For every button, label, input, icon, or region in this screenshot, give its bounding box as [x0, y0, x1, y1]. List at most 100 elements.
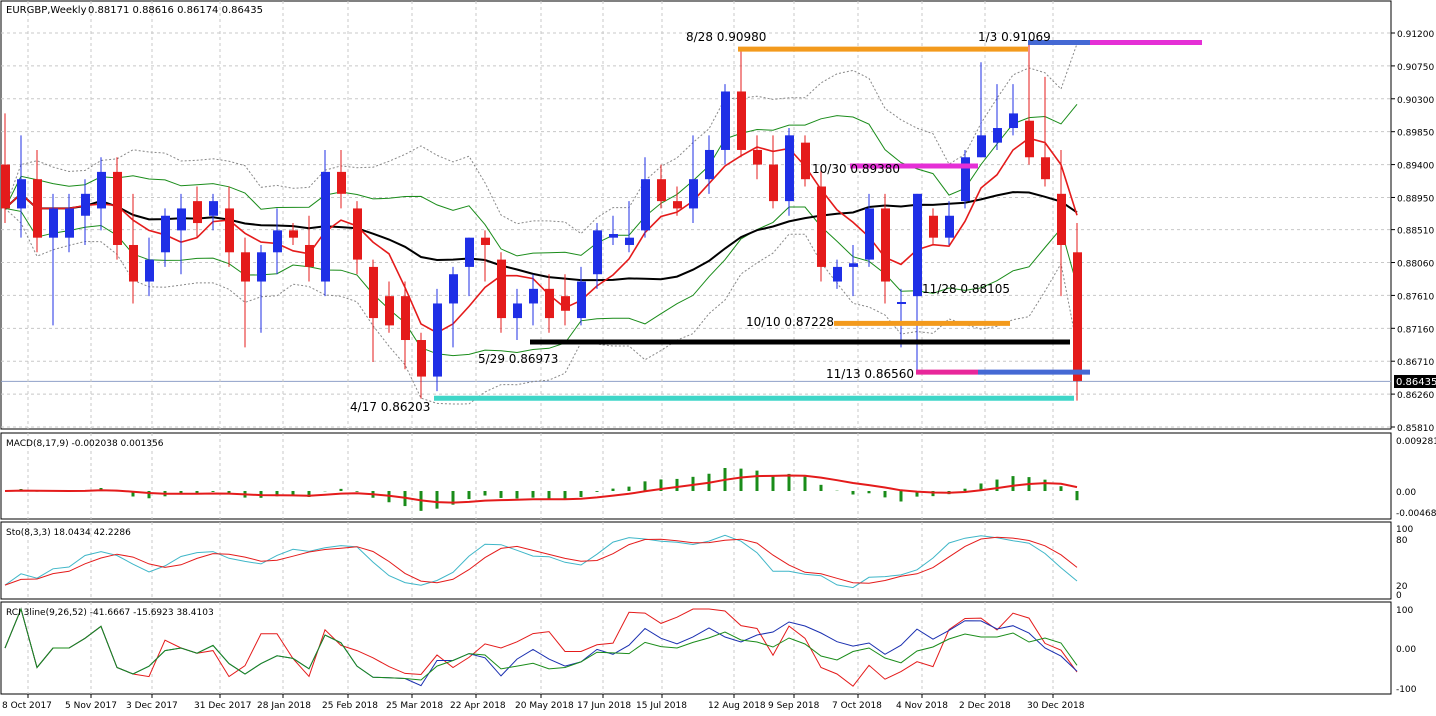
- macd-tick-zero: 0.00: [1396, 488, 1416, 498]
- horizontal-lines: [434, 40, 1202, 401]
- rci-pane-frame: [0, 601, 1392, 695]
- time-tick-label: 3 Dec 2017: [126, 701, 178, 711]
- candle-bear: [113, 171, 122, 245]
- candle-bull: [161, 215, 170, 253]
- candle-bear: [417, 340, 426, 377]
- time-tick-label: 25 Feb 2018: [322, 701, 378, 711]
- annotation-apr17: 4/17 0.86203: [350, 400, 430, 414]
- time-tick-label: 8 Oct 2017: [2, 701, 52, 711]
- candle-bear: [129, 244, 138, 282]
- candle-bull: [433, 303, 442, 377]
- time-tick-label: 12 Aug 2018: [708, 701, 766, 711]
- candle-bull: [609, 234, 618, 238]
- rci-label: RCI 3line(9,26,52) -41.6667 -15.6923 38.…: [6, 608, 214, 618]
- annotation-high-jan: 1/3 0.91069: [978, 30, 1051, 44]
- candle-bear: [1073, 252, 1082, 381]
- time-tick-label: 9 Sep 2018: [768, 701, 820, 711]
- candle-bull: [49, 208, 58, 238]
- candle-bull: [641, 179, 650, 231]
- candle-bull: [273, 230, 282, 253]
- candle-bear: [401, 296, 410, 341]
- candle-bull: [321, 171, 330, 282]
- candle-bull: [721, 91, 730, 150]
- price-tick-label: 0.91200: [1397, 30, 1434, 40]
- time-axis: 8 Oct 2017 5 Nov 2017 3 Dec 2017 31 Dec 201…: [2, 694, 1085, 711]
- candle-bull: [529, 288, 538, 304]
- annotation-high-aug: 8/28 0.90980: [686, 30, 766, 44]
- price-tick-label: 0.89400: [1397, 162, 1434, 172]
- time-tick-label: 17 Jun 2018: [577, 701, 631, 711]
- price-tick-label: 0.85810: [1397, 424, 1434, 434]
- ichimoku-cloud: [4, 43, 1078, 405]
- candle-bull: [945, 215, 954, 238]
- candle-bull: [897, 302, 906, 305]
- rci-tick-neg100: -100: [1396, 685, 1417, 695]
- time-tick-label: 5 Nov 2017: [65, 701, 117, 711]
- grid-lines: [1, 1, 1391, 694]
- candle-bull: [689, 179, 698, 209]
- candle-bear: [241, 252, 250, 282]
- price-tick-label: 0.86710: [1397, 358, 1434, 368]
- candle-bear: [497, 259, 506, 319]
- symbol-label: EURGBP,Weekly: [6, 5, 87, 16]
- candle-bear: [881, 208, 890, 282]
- candle-bull: [593, 230, 602, 275]
- price-tick-label: 0.90750: [1397, 63, 1434, 73]
- candle-bull: [449, 274, 458, 304]
- sto-pane-frame: [0, 521, 1392, 600]
- candle-bear: [225, 208, 234, 253]
- time-tick-label: 15 Jul 2018: [636, 701, 687, 711]
- price-tick-label: 0.90300: [1397, 96, 1434, 106]
- candle-bull: [833, 266, 842, 282]
- time-tick-label: 28 Jan 2018: [257, 701, 311, 711]
- candle-bull: [625, 237, 634, 245]
- candle-bear: [561, 296, 570, 311]
- candle-bull: [1009, 113, 1018, 129]
- sto-label: Sto(8,3,3) 18.0434 42.2286: [6, 528, 131, 538]
- time-tick-label: 7 Oct 2018: [832, 701, 882, 711]
- time-tick-label: 22 Apr 2018: [450, 701, 506, 711]
- current-price-box: [1394, 375, 1436, 388]
- candle-bear: [1041, 157, 1050, 180]
- bollinger-upper: [4, 103, 1078, 257]
- sto-tick-0: 0: [1396, 591, 1402, 601]
- price-tick-label: 0.89850: [1397, 129, 1434, 139]
- rci-tick-0: 0.00: [1396, 645, 1416, 655]
- rci-tick-100: 100: [1396, 606, 1413, 616]
- candle-bull: [705, 149, 714, 180]
- candle-bull: [993, 128, 1002, 143]
- ohlc-label: 0.88171 0.88616 0.86174 0.86435: [88, 5, 263, 16]
- sub-indicators: [4, 468, 1079, 687]
- candle-bull: [209, 201, 218, 216]
- candle-bull: [785, 135, 794, 202]
- macd-label: MACD(8,17,9) -0.002038 0.001356: [6, 439, 164, 449]
- candle-bull: [177, 208, 186, 231]
- macd-tick-top: 0.009281: [1396, 437, 1436, 447]
- price-tick-label: 0.88060: [1397, 260, 1434, 270]
- candle-bear: [737, 91, 746, 150]
- price-axis: 0.91200 0.90750 0.90300 0.89850 0.89400 0.889…: [1391, 30, 1434, 434]
- candle-bear: [353, 208, 362, 260]
- candle-bull: [849, 263, 858, 267]
- sto-signal-line: [4, 536, 1078, 586]
- candle-bear: [289, 230, 298, 238]
- price-tick-label: 0.88510: [1397, 227, 1434, 237]
- candle-bull: [17, 179, 26, 209]
- annotation-may29: 5/29 0.86973: [478, 352, 558, 366]
- candle-bear: [369, 266, 378, 319]
- candle-bull: [513, 303, 522, 319]
- sto-main-line: [4, 534, 1078, 589]
- candle-bear: [929, 215, 938, 238]
- candle-bull: [913, 193, 922, 297]
- annotation-nov28: 11/28 0.88105: [922, 282, 1010, 296]
- time-tick-label: 4 Nov 2018: [896, 701, 948, 711]
- time-tick-label: 20 May 2018: [515, 701, 574, 711]
- candle-bull: [97, 171, 106, 209]
- candle-bull: [577, 281, 586, 319]
- time-tick-label: 31 Dec 2017: [194, 701, 252, 711]
- time-tick-label: 25 Mar 2018: [386, 701, 443, 711]
- annotation-oct30: 10/30 0.89380: [812, 162, 900, 176]
- price-tick-label: 0.86260: [1397, 391, 1434, 401]
- time-tick-label: 30 Dec 2018: [1027, 701, 1085, 711]
- price-tick-label: 0.87610: [1397, 292, 1434, 302]
